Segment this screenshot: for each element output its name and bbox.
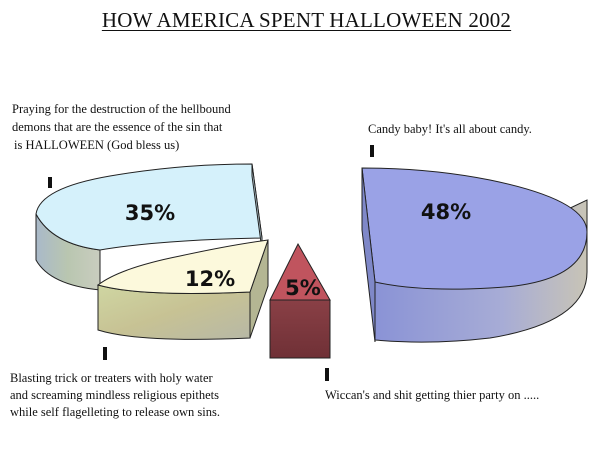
slice-blasting: 12%: [96, 239, 269, 340]
slice-candy: 48%: [361, 167, 588, 343]
chart-title: HOW AMERICA SPENT HALLOWEEN 2002: [101, 8, 512, 32]
slice-wiccan-side: [269, 299, 331, 359]
annotation-blasting-line-1: Blasting trick or treaters with holy wat…: [10, 371, 213, 385]
annotation-praying-line-3: is HALLOWEEN (God bless us): [14, 138, 180, 152]
slice-wiccan-top: [269, 242, 331, 301]
leader-tick-wiccan: [325, 368, 329, 381]
annotation-candy: Candy baby! It's all about candy.: [368, 122, 532, 136]
annotation-praying-line-1: Praying for the destruction of the hellb…: [12, 102, 231, 116]
slice-candy-front: [361, 167, 376, 343]
slice-blasting-value-label: 12%: [185, 267, 235, 291]
slice-candy-top: [361, 167, 588, 290]
annotation-blasting: Blasting trick or treaters with holy wat…: [10, 370, 220, 421]
annotation-wiccan: Wiccan's and shit getting thier party on…: [325, 388, 540, 402]
slice-wiccan: 5%: [269, 242, 331, 359]
leader-tick-blasting: [103, 347, 107, 360]
annotation-blasting-line-3: while self flagelleting to release own s…: [10, 405, 221, 419]
slice-candy-value-label: 48%: [421, 200, 471, 224]
annotation-praying: Praying for the destruction of the hellb…: [12, 100, 231, 154]
leader-tick-praying: [48, 177, 52, 188]
slice-praying-value-label: 35%: [125, 201, 175, 225]
slice-blasting-top: [96, 239, 269, 294]
annotation-praying-line-2: demons that are the essence of the sin t…: [12, 120, 223, 134]
annotation-blasting-line-2: and screaming mindless religious epithet…: [10, 388, 219, 402]
slice-wiccan-value-label: 5%: [285, 276, 321, 300]
leader-tick-candy: [370, 145, 374, 157]
slice-praying: 35%: [35, 163, 263, 291]
